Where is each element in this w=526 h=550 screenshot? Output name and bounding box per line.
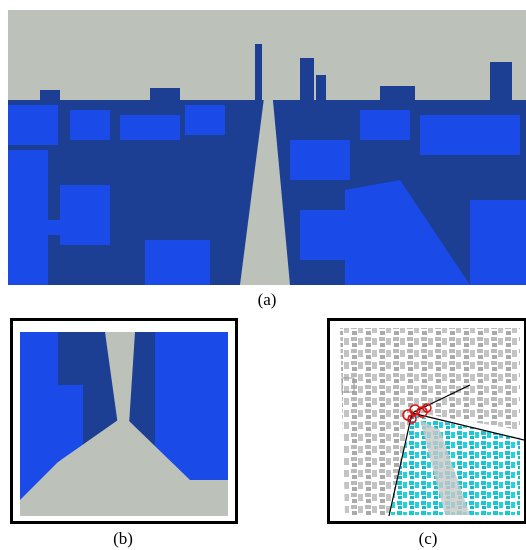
panel-b [10,318,238,524]
panel-label: (a) [258,290,277,309]
panel-label: (b) [113,529,133,548]
panel-c [327,318,526,524]
panel-a [8,10,526,285]
panel-label: (c) [419,529,438,548]
